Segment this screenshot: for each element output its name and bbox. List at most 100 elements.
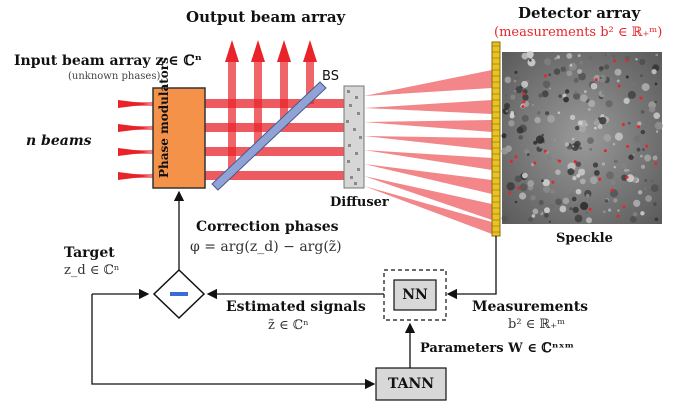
speckle-grain: [613, 159, 618, 164]
detector-ticks: [492, 45, 500, 233]
speckle-grain: [545, 111, 550, 116]
speckle-grain: [501, 215, 508, 222]
speckle-grain: [549, 87, 552, 90]
speckle-grain: [652, 139, 655, 142]
speckle-grain: [626, 174, 635, 183]
speckle-grain: [564, 142, 570, 147]
speckle-grain: [567, 168, 575, 176]
speckle-grain: [548, 220, 551, 223]
speckle-grain: [650, 52, 655, 57]
speckle-grain: [526, 153, 530, 156]
output-beams: [225, 40, 317, 173]
speckle-grain: [566, 70, 573, 77]
speckle-grain: [585, 211, 588, 214]
speckle-measurement-point: [626, 144, 629, 148]
n-beams-label: n beams: [26, 133, 92, 149]
speckle-grain: [533, 140, 538, 145]
speckle-grain: [537, 111, 541, 115]
speckle-measurement-point: [598, 177, 602, 181]
speckle-grain: [510, 94, 516, 100]
speckle-grain: [519, 192, 527, 200]
speckle-grain: [637, 190, 643, 195]
speckle-grain: [604, 64, 610, 70]
speckle-measurement-point: [522, 92, 525, 96]
horizontal-beams: [205, 99, 345, 180]
speckle-grain: [605, 100, 613, 108]
speckle-grain: [513, 79, 517, 83]
speckle-grain: [644, 179, 648, 182]
speckle-grain: [548, 203, 555, 210]
speckle-measurement-point: [588, 207, 592, 211]
speckle-grain: [546, 155, 552, 161]
speckle-measurement-point: [617, 84, 621, 88]
speckle-grain: [508, 120, 515, 127]
speckle-grain: [527, 180, 535, 187]
diffuser: [343, 85, 365, 189]
speckle-grain: [530, 195, 536, 201]
speckle-measurement-point: [621, 123, 625, 127]
speckle-grain: [608, 208, 612, 212]
speckle-measurement-point: [573, 160, 577, 164]
speckle-grain: [504, 103, 510, 109]
speckle-measurement-point: [508, 191, 511, 195]
control-loop-lines: [91, 190, 497, 390]
speckle-label: Speckle: [556, 231, 613, 246]
speckle-measurement-point: [543, 149, 547, 153]
speckle-grain: [594, 170, 600, 176]
speckle-grain: [645, 195, 652, 202]
speckle-grain: [579, 178, 586, 185]
speckle-grain: [580, 94, 588, 102]
parameters-label: Parameters W ∈ ℂⁿˣᵐ: [420, 341, 575, 356]
output-arrow-4: [303, 40, 317, 62]
speckle-grain: [621, 162, 627, 168]
input-beam-array-label: Input beam array z ∈ ℂⁿ: [14, 53, 202, 69]
speckle-measurement-point: [558, 159, 562, 163]
speckle-measurement-point: [645, 144, 649, 148]
speckle-grain: [553, 68, 561, 75]
speckle-grain: [571, 137, 575, 141]
speckle-grain: [534, 116, 541, 124]
estimated-signals-label: Estimated signals: [226, 299, 366, 315]
speckle-grain: [626, 169, 630, 172]
speckle-measurement-point: [610, 188, 614, 192]
speckle-grain: [594, 126, 597, 130]
speckle-grain: [578, 72, 586, 81]
comparator: [152, 268, 206, 320]
speckle-grain: [521, 80, 529, 88]
speckle-grain: [654, 121, 663, 130]
speckle-grain: [584, 90, 587, 93]
speckle-grain: [642, 148, 645, 151]
speckle-grain: [541, 179, 544, 183]
speckle-grain: [575, 125, 580, 131]
speckle-measurement-point: [510, 160, 513, 163]
unknown-phases-label: (unknown phases): [68, 71, 161, 82]
detector-array: [491, 41, 501, 237]
speckle-grain: [518, 135, 523, 140]
speckle-grain: [599, 76, 602, 79]
speckle-measurement-point: [613, 59, 617, 63]
speckle-grain: [577, 54, 581, 58]
speckle-grain: [603, 133, 612, 142]
speckle-grain: [634, 135, 642, 143]
speckle-measurement-point: [625, 175, 629, 179]
output-arrow-3: [277, 40, 291, 62]
speckle-grain: [627, 121, 631, 125]
speckle-grain: [573, 92, 580, 100]
speckle-grain: [597, 124, 603, 129]
speckle-measurement-point: [543, 74, 547, 78]
speckle-grain: [573, 77, 579, 83]
speckle-grain: [569, 114, 576, 121]
speckle-measurement-point: [616, 214, 620, 218]
speckle-grain: [589, 176, 598, 185]
speckle-grain: [557, 111, 561, 115]
speckle-measurement-point: [637, 125, 641, 129]
speckle-grain: [506, 182, 515, 191]
speckle-grain: [565, 89, 570, 94]
speckle-grain: [541, 133, 544, 137]
speckle-grain: [504, 76, 512, 84]
phase-modulators-box: [152, 87, 206, 189]
speckle-grain: [585, 193, 590, 198]
speckle-grain: [650, 184, 659, 193]
speckle-grain: [562, 197, 570, 205]
